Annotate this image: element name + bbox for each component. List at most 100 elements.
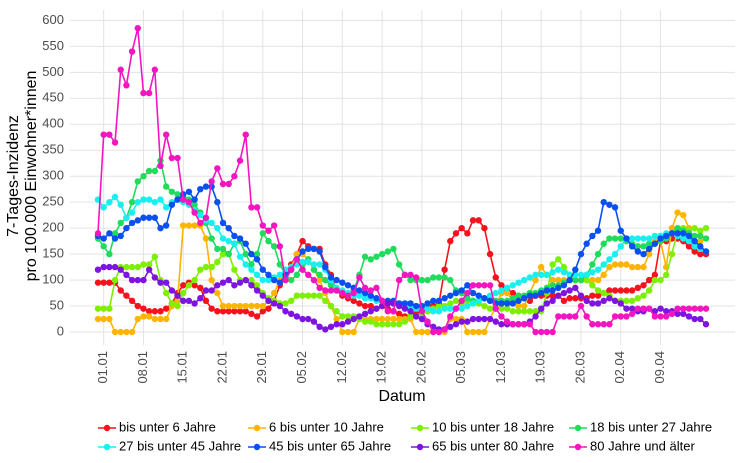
data-point	[645, 276, 653, 284]
data-point	[702, 235, 710, 242]
data-point	[594, 287, 602, 294]
data-point	[492, 318, 499, 325]
data-point	[111, 139, 119, 146]
data-point	[407, 300, 414, 307]
data-point	[151, 308, 159, 315]
data-point	[299, 266, 306, 273]
data-point	[191, 300, 198, 307]
data-point	[327, 323, 335, 331]
data-point	[538, 271, 545, 279]
data-point	[611, 235, 619, 242]
data-point	[134, 263, 141, 271]
data-point	[447, 313, 454, 320]
data-point	[316, 284, 323, 292]
data-point	[197, 266, 204, 273]
data-point	[293, 292, 301, 299]
data-point	[253, 313, 261, 320]
data-point	[310, 245, 318, 253]
data-point	[623, 261, 630, 268]
data-point	[208, 276, 215, 284]
data-point	[543, 271, 551, 279]
data-point	[475, 282, 482, 289]
data-point	[685, 305, 693, 312]
data-point	[373, 315, 380, 323]
data-point	[117, 287, 124, 294]
data-point	[532, 313, 539, 320]
x-tick-label: 08.01	[135, 351, 150, 384]
data-point	[606, 235, 613, 242]
x-tick-label: 19.03	[533, 351, 548, 384]
data-point	[526, 308, 534, 315]
data-point	[628, 243, 636, 250]
y-tick-label: 400	[42, 116, 64, 131]
data-point	[361, 295, 369, 302]
data-point	[555, 292, 562, 299]
data-point	[214, 258, 221, 266]
data-point	[640, 282, 647, 289]
data-point	[327, 302, 335, 310]
data-point	[350, 297, 357, 305]
data-point	[151, 253, 159, 260]
data-point	[202, 183, 210, 190]
data-point	[645, 287, 653, 294]
data-point	[697, 232, 704, 240]
data-point	[162, 289, 170, 297]
data-point	[134, 24, 141, 32]
data-point	[538, 305, 545, 312]
data-point	[123, 214, 130, 221]
data-point	[168, 154, 176, 162]
data-point	[322, 297, 329, 305]
data-point	[208, 305, 215, 312]
data-point	[486, 315, 494, 323]
data-point	[634, 235, 642, 242]
data-point	[657, 313, 664, 320]
data-point	[219, 219, 227, 227]
data-point	[697, 315, 704, 323]
data-point	[361, 289, 369, 297]
x-tick-label: 05.02	[294, 351, 309, 384]
data-point	[555, 266, 562, 273]
data-point	[560, 269, 568, 276]
data-point	[367, 292, 374, 299]
data-point	[594, 266, 602, 273]
data-point	[560, 313, 568, 320]
data-point	[259, 276, 266, 284]
data-point	[401, 318, 409, 325]
data-point	[259, 222, 266, 229]
data-point	[373, 305, 380, 312]
data-point	[628, 235, 636, 242]
data-point	[509, 295, 517, 302]
data-point	[657, 305, 664, 312]
data-point	[520, 302, 528, 310]
data-point	[327, 274, 335, 281]
y-tick-label: 450	[42, 90, 64, 105]
data-point	[600, 321, 607, 328]
data-point	[197, 211, 204, 219]
data-point	[123, 224, 130, 232]
data-point	[356, 300, 363, 307]
data-point	[361, 302, 369, 310]
data-point	[145, 214, 153, 221]
y-tick-label: 350	[42, 142, 64, 157]
data-point	[242, 276, 249, 284]
x-tick-label: 12.03	[493, 351, 508, 384]
data-point	[424, 300, 431, 307]
data-point	[384, 321, 391, 328]
data-point	[458, 318, 465, 325]
data-point	[509, 282, 517, 289]
data-point	[600, 297, 607, 305]
data-point	[543, 300, 551, 307]
x-tick-label: 01.01	[95, 351, 110, 384]
data-point	[469, 282, 477, 289]
data-point	[515, 297, 522, 305]
data-point	[674, 209, 681, 216]
data-point	[208, 287, 215, 294]
data-point	[606, 263, 613, 271]
data-point	[162, 315, 170, 323]
data-point	[106, 131, 113, 138]
data-point	[628, 287, 636, 294]
data-point	[168, 188, 176, 195]
data-point	[481, 282, 488, 289]
data-point	[464, 289, 471, 297]
data-point	[140, 196, 147, 203]
